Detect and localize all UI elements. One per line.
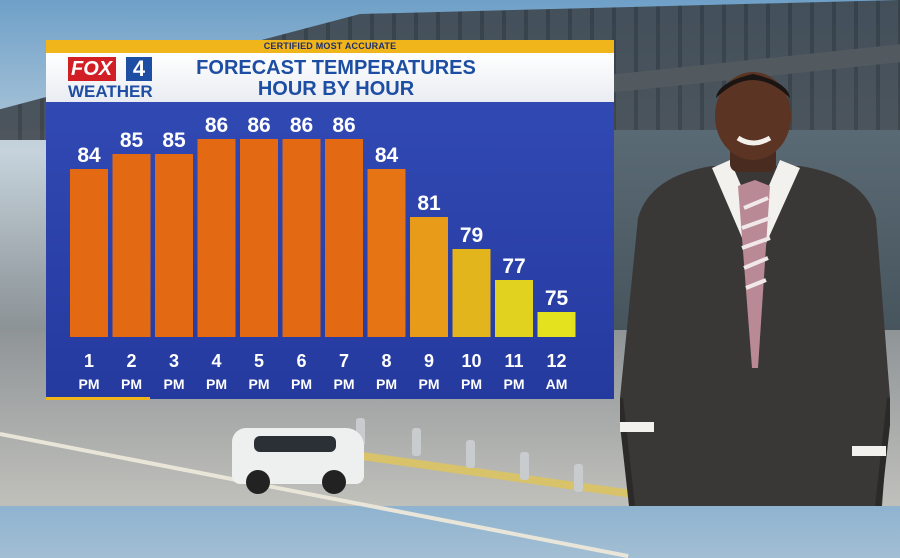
x-tick-hour-5: 5 <box>254 351 264 371</box>
x-tick-hour-9: 9 <box>424 351 434 371</box>
bollard <box>356 418 365 446</box>
bollard <box>466 440 475 468</box>
logo-weather: WEATHER <box>68 82 153 101</box>
panel-header: FOX 4 WEATHER FORECAST TEMPERATURES HOUR… <box>46 53 614 102</box>
suv-window <box>254 436 336 452</box>
x-tick-period-2: PM <box>121 376 142 392</box>
x-tick-hour-7: 7 <box>339 351 349 371</box>
data-label-10: 79 <box>460 224 483 247</box>
data-label-8: 84 <box>375 144 399 167</box>
x-tick-hour-4: 4 <box>211 351 221 371</box>
temperature-bar-chart: 84 1 PM 85 2 PM 85 3 PM 86 4 PM 86 5 PM 86 6 PM 86 7 PM 84 8 PM… <box>70 114 576 392</box>
x-tick-period-11: PM <box>504 376 525 392</box>
data-label-7: 86 <box>332 114 355 137</box>
data-label-5: 86 <box>247 114 270 137</box>
x-tick-period-8: PM <box>376 376 397 392</box>
data-label-6: 86 <box>290 114 313 137</box>
bar-9 <box>410 217 448 337</box>
data-label-2: 85 <box>120 129 144 152</box>
bar-3 <box>155 154 193 337</box>
bar-6 <box>282 139 321 337</box>
x-tick-period-4: PM <box>206 376 227 392</box>
x-tick-period-10: PM <box>461 376 482 392</box>
suv-wheel <box>246 470 270 494</box>
x-tick-hour-6: 6 <box>296 351 306 371</box>
x-tick-hour-12: 12 <box>546 351 566 371</box>
bar-1 <box>70 169 108 337</box>
x-tick-hour-11: 11 <box>504 351 523 371</box>
chart-title-line-1: FORECAST TEMPERATURES <box>196 57 476 79</box>
x-tick-period-5: PM <box>249 376 270 392</box>
forecast-panel: CERTIFIED MOST ACCURATE FOX 4 WEATHER FO… <box>46 40 614 400</box>
bollard <box>412 428 421 456</box>
x-tick-period-3: PM <box>164 376 185 392</box>
x-tick-period-7: PM <box>334 376 355 392</box>
data-label-1: 84 <box>77 144 101 167</box>
chart-title: FORECAST TEMPERATURES HOUR BY HOUR <box>166 58 506 100</box>
bar-7 <box>325 139 363 337</box>
logo-number: 4 <box>126 57 152 81</box>
x-tick-hour-8: 8 <box>381 351 391 371</box>
certified-banner: CERTIFIED MOST ACCURATE <box>46 40 614 53</box>
data-label-9: 81 <box>417 192 441 215</box>
bar-10 <box>452 249 491 337</box>
x-tick-period-1: PM <box>79 376 100 392</box>
x-tick-hour-10: 10 <box>461 351 481 371</box>
data-label-11: 77 <box>502 255 525 278</box>
x-tick-period-6: PM <box>291 376 312 392</box>
bar-8 <box>367 169 406 337</box>
data-label-12: 75 <box>545 287 569 310</box>
logo-fox: FOX <box>68 57 117 81</box>
chart-title-line-2: HOUR BY HOUR <box>257 78 415 100</box>
x-tick-period-12: AM <box>546 376 568 392</box>
fox4-weather-logo: FOX 4 WEATHER <box>68 57 158 101</box>
bollard <box>574 464 583 492</box>
bar-12 <box>537 312 576 337</box>
data-label-3: 85 <box>162 129 186 152</box>
x-tick-hour-2: 2 <box>126 351 136 371</box>
suv-wheel <box>322 470 346 494</box>
data-label-4: 86 <box>205 114 228 137</box>
bar-11 <box>495 280 533 337</box>
bollard <box>520 452 529 480</box>
meteorologist <box>620 72 890 506</box>
bar-2 <box>112 154 151 337</box>
x-tick-hour-1: 1 <box>84 351 94 371</box>
bar-4 <box>197 139 236 337</box>
bar-5 <box>240 139 278 337</box>
x-tick-period-9: PM <box>419 376 440 392</box>
x-tick-hour-3: 3 <box>169 351 179 371</box>
gold-accent-line <box>46 397 150 400</box>
